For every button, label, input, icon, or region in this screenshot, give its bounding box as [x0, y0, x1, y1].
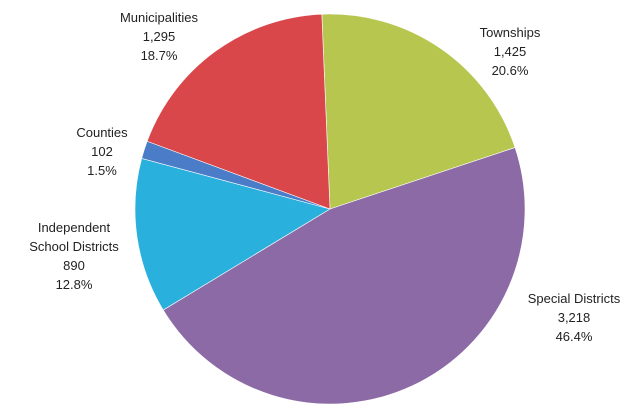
slice-label-independent-school-districts-value: 890 — [63, 258, 85, 273]
pie-slice-municipalities — [146, 13, 331, 210]
pie-slices — [134, 13, 526, 405]
slice-label-special-districts-name: Special Districts — [528, 291, 621, 306]
slice-label-municipalities-value: 1,295 — [143, 29, 176, 44]
slice-label-counties-percent: 1.5% — [87, 163, 117, 178]
pie-slice-special-districts — [162, 147, 526, 405]
slice-label-independent-school-districts-name: School Districts — [29, 239, 119, 254]
slice-label-municipalities-percent: 18.7% — [141, 48, 178, 63]
slice-label-townships-percent: 20.6% — [492, 63, 529, 78]
slice-label-independent-school-districts-name: Independent — [38, 220, 111, 235]
slice-label-townships-name: Townships — [480, 25, 541, 40]
slice-label-municipalities-name: Municipalities — [120, 10, 199, 25]
pie-labels: Townships 1,425 20.6% Special Districts 3,21… — [29, 10, 621, 344]
pie-slice-townships — [321, 13, 516, 210]
slice-label-counties-value: 102 — [91, 144, 113, 159]
slice-label-townships-value: 1,425 — [494, 44, 527, 59]
slice-label-counties-name: Counties — [76, 125, 128, 140]
pie-slice-independent-school-districts — [134, 158, 331, 311]
slice-label-independent-school-districts-percent: 12.8% — [56, 277, 93, 292]
slice-label-special-districts-value: 3,218 — [558, 310, 591, 325]
slice-label-special-districts-percent: 46.4% — [556, 329, 593, 344]
